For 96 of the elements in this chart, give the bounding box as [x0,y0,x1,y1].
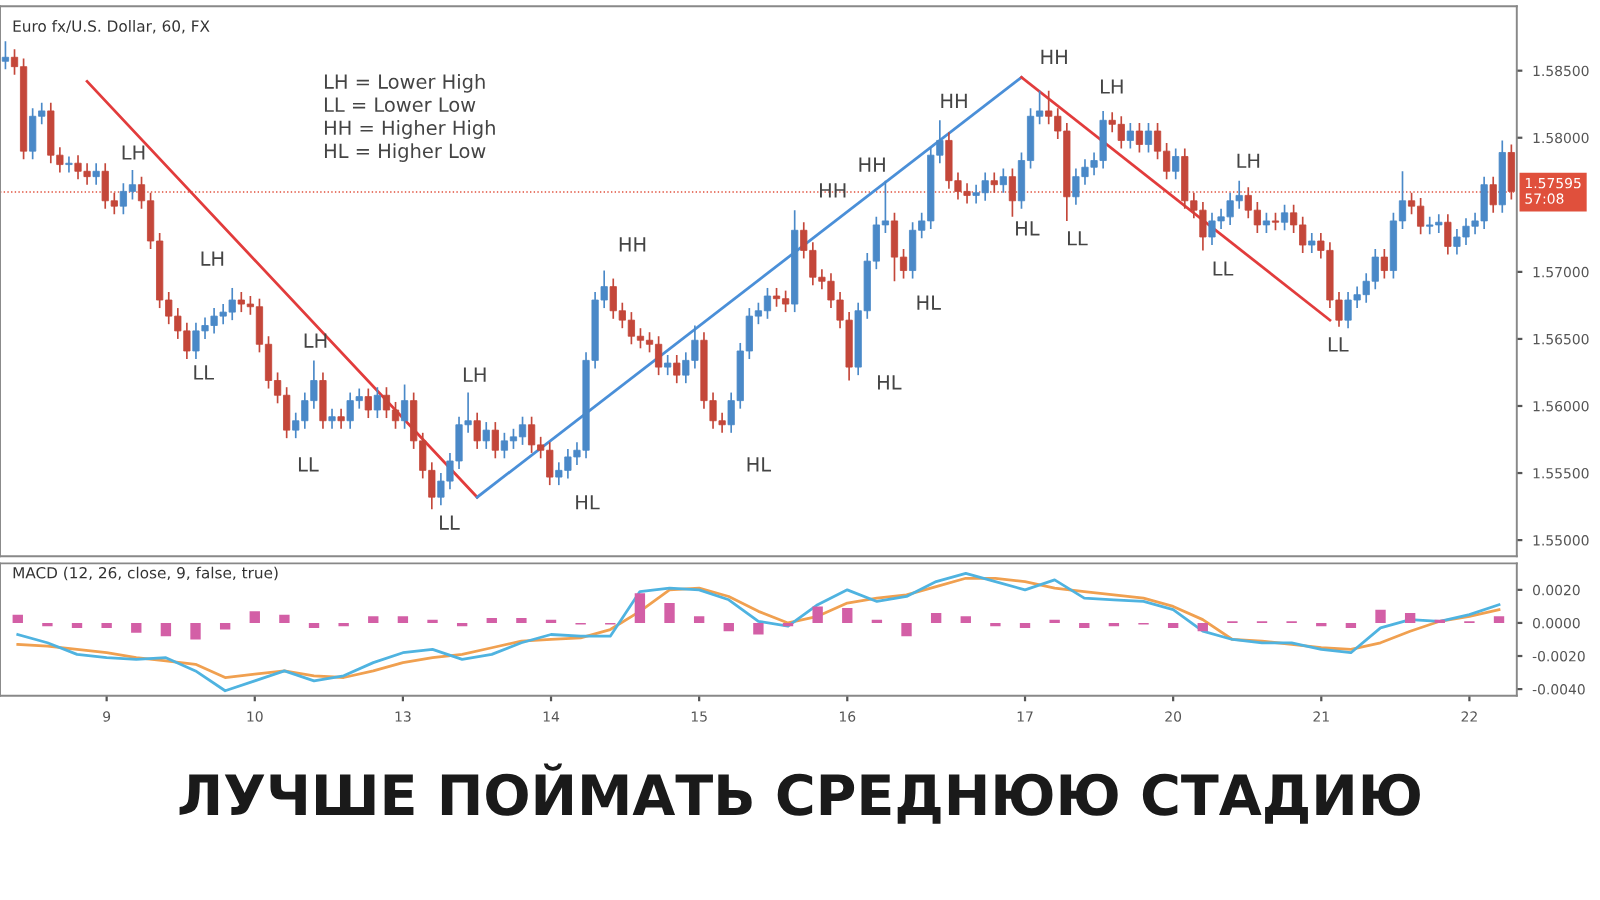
annotation: LH = Lower High [324,73,485,93]
bar [397,616,409,623]
candlestick [1444,213,1452,256]
annotation: HH [859,157,885,172]
annotation: LL [440,515,460,530]
candlestick [990,171,998,194]
annotation: LL [194,365,214,380]
candlestick [473,411,481,450]
candlestick [337,407,345,430]
bar [1079,622,1090,628]
bar [901,622,912,637]
candlestick [1135,122,1144,154]
bar [486,617,497,623]
candlestick [1172,147,1180,181]
bar [842,608,853,623]
bar [930,613,942,623]
bar [1375,609,1386,623]
annotation: LH [1100,79,1123,94]
annotation: LL [1213,261,1234,276]
candlestick [482,421,490,450]
candlestick [999,167,1007,194]
candlestick [772,287,781,308]
candlestick [664,354,672,376]
candlestick [673,354,681,385]
candlestick [1126,122,1134,150]
candlestick [364,387,372,419]
annotation: LH [122,145,145,160]
bar [1197,622,1208,632]
bar [71,622,83,628]
annotation: HL [1016,221,1040,236]
candlestick [1280,203,1289,232]
bar [634,593,646,623]
bar [308,622,320,628]
candlestick [1308,232,1316,254]
text: ЛУЧШЕ ПОЙМАТЬ СРЕДНЮЮ СТАДИЮ [179,763,1420,824]
annotation: HH = Higher High [324,120,495,139]
candlestick [1507,143,1515,201]
bar [1019,622,1031,628]
candlestick [1,40,10,71]
bar [12,614,23,623]
candlestick [65,155,73,174]
candlestick [92,162,100,186]
bar [1345,622,1357,628]
annotation: LL [298,457,319,472]
candlestick [491,421,499,460]
candlestick [319,371,327,430]
bar [960,616,971,623]
annotation: LL [1068,231,1088,246]
annotation: LH [201,251,224,266]
bar [368,616,379,623]
annotation: LL = Lower Low [324,97,476,113]
annotation: HH [1041,49,1067,64]
annotation: HH [941,93,967,108]
bar [131,622,142,633]
bar [723,622,734,632]
bar [249,611,260,623]
candlestick [890,212,899,283]
annotation: LL [1328,337,1349,352]
candlestick [518,415,527,446]
bar [279,614,290,623]
annotation: LH [304,333,327,348]
bar [1493,616,1505,623]
candlestick [1008,167,1016,218]
bar [753,622,764,635]
bar [190,622,201,640]
candlestick [1262,212,1271,234]
candlestick [1144,122,1153,154]
bar [693,616,705,623]
candlestick [636,327,645,350]
candlestick [128,169,137,201]
bar [1404,613,1416,623]
candlestick [382,386,391,419]
bar [812,606,823,623]
bar [160,622,172,637]
annotation: HL [878,375,902,390]
bar [516,617,527,623]
candlestick [391,401,400,430]
candlestick [1380,248,1388,280]
candlestick [1489,175,1497,214]
bar [101,622,112,628]
annotation: LH [1237,153,1260,168]
annotation: LH [463,367,486,382]
candlestick [509,427,518,450]
annotation: HL [747,457,772,472]
annotation: HL [576,495,600,510]
bar [219,622,231,630]
annotation: HL [917,295,941,310]
bar [664,603,675,623]
candlestick [373,386,381,419]
annotation: HH [820,183,846,198]
candlestick [763,287,772,320]
bar [1167,622,1179,628]
annotation: HL = Higher Low [324,143,486,162]
candlestick [328,407,336,430]
annotation: HH [619,237,646,252]
candlestick [401,383,409,430]
